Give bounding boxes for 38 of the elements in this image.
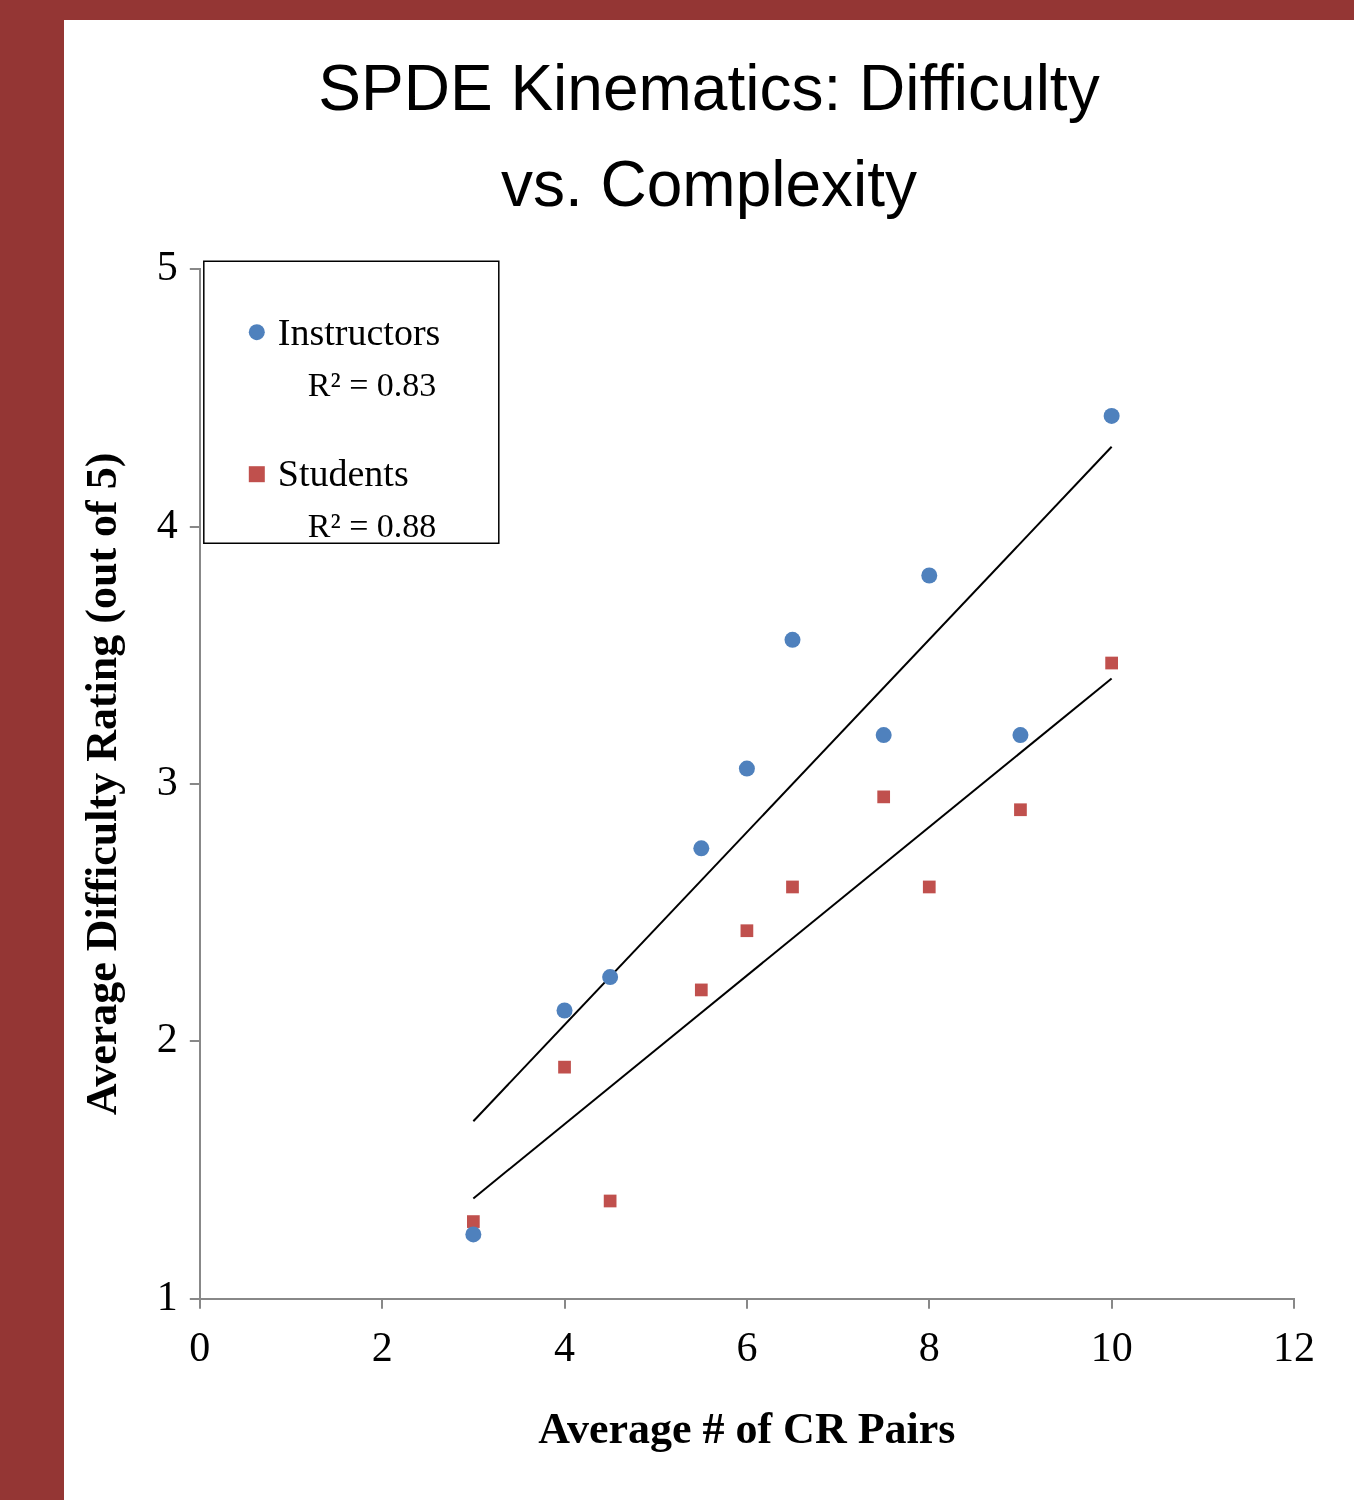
- x-tick-label: 2: [371, 1324, 393, 1371]
- y-tick-label: 3: [156, 758, 178, 805]
- x-axis-title: Average # of CR Pairs: [538, 1403, 956, 1453]
- x-tick-label: 4: [554, 1324, 576, 1371]
- y-tick-label: 4: [156, 500, 178, 547]
- x-tick-label: 12: [1273, 1324, 1315, 1371]
- x-tick-label: 6: [736, 1324, 758, 1371]
- point: [602, 969, 619, 986]
- x-tick-label: 0: [189, 1324, 211, 1371]
- point: [1012, 727, 1029, 744]
- point: [1103, 407, 1120, 424]
- point: [1105, 656, 1118, 670]
- point: [784, 631, 801, 648]
- chart-title: SPDE Kinematics: Difficulty vs. Complexity: [317, 51, 1101, 222]
- legend-label: Instructors: [277, 311, 441, 354]
- y-tick-label: 5: [156, 243, 178, 290]
- point: [740, 924, 754, 938]
- point: [693, 840, 710, 857]
- point: [1014, 803, 1027, 817]
- x-tick-label: 10: [1090, 1324, 1133, 1371]
- y-tick-label: 1: [156, 1272, 178, 1319]
- annotation: R² = 0.83: [307, 366, 437, 404]
- point: [738, 760, 755, 777]
- point: [558, 1060, 571, 1074]
- point: [922, 880, 936, 894]
- point: [786, 880, 799, 894]
- point: [875, 727, 892, 744]
- legend-label: Students: [277, 452, 409, 495]
- point: [877, 790, 891, 804]
- point: [465, 1226, 482, 1243]
- y-axis-title: Average Difficulty Rating (out of 5): [76, 452, 126, 1116]
- point: [694, 983, 708, 997]
- y-tick-label: 2: [156, 1015, 178, 1062]
- annotation: R² = 0.88: [307, 507, 437, 545]
- point: [556, 1002, 573, 1019]
- point: [921, 567, 938, 584]
- x-tick-label: 8: [918, 1324, 940, 1371]
- point: [466, 1215, 480, 1228]
